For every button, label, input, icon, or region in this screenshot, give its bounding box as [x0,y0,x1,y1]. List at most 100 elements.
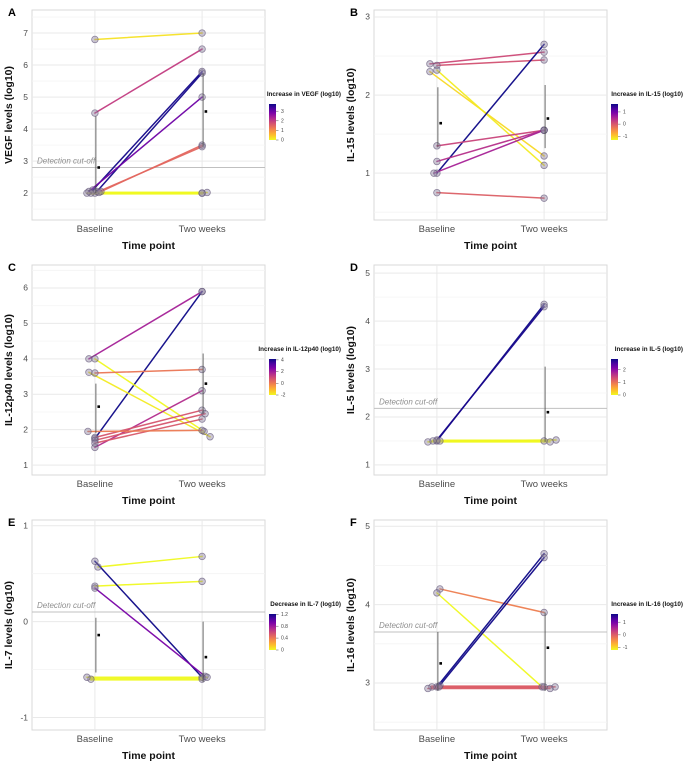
y-axis-ticks: 2 3 4 5 6 7 [23,28,28,198]
detection-cutoff-label: Detection cut-off [379,621,438,630]
x-axis-title: Time point [122,750,175,762]
plot-area [373,9,608,221]
data-point [433,142,441,150]
summary-errorbars [544,366,550,442]
y-tick-label: 5 [23,92,28,102]
panel-D-chart: Detection cut-off 1 2 3 4 5 Baseline Two weeks T… [345,262,683,507]
data-point [83,189,91,197]
y-axis-title: IL-15 levels (log10) [345,68,357,162]
pair-line [92,70,203,191]
data-point [91,436,99,444]
colorbar-legend: Decrease in IL-7 (log10) 1.2 0.8 0.4 0 [269,601,341,654]
pair-line [94,368,203,374]
data-point [540,48,548,56]
y-axis-ticks: -1 0 1 [20,520,28,722]
x-axis-ticks: Baseline Two weeks [77,224,226,235]
summary-errorbars [95,73,208,194]
legend-tick-label: 0 [281,648,284,654]
pair-line [439,556,545,687]
legend-tick-label: 1 [623,620,626,626]
y-tick-label: 3 [365,678,370,688]
y-tick-label: 1 [23,460,28,470]
pair-line [436,59,545,67]
pair-line [436,305,545,441]
data-point [551,683,559,691]
data-point [95,188,103,197]
pair-line [94,587,206,678]
data-point [198,45,206,53]
legend-title: Increase in IL-16 (log10) [611,601,683,608]
pair-line [436,129,545,147]
pair-line [439,439,557,442]
y-tick-label: 3 [365,12,370,22]
data-point [433,66,441,74]
x-axis-ticks: Baseline Two weeks [77,734,226,745]
x-tick-label: Baseline [419,224,455,235]
panel-letter: A [8,7,16,19]
data-point [83,673,91,681]
data-point [91,35,99,44]
data-point [91,584,99,592]
y-axis-ticks: 1 2 3 4 5 6 [23,283,28,470]
data-point [85,368,93,377]
legend-colorbar [269,104,276,140]
panel-F-chart: Detection cut-off 3 4 5 Baseline Two weeks Tim… [345,517,683,762]
legend-tick-label: 1 [281,128,284,134]
data-point [198,387,206,395]
y-axis-title: IL-12p40 levels (log10) [3,314,15,426]
pair-line [433,129,545,174]
data-point [433,188,441,197]
pair-line [94,32,203,41]
legend-colorbar [611,104,618,140]
pair-line [429,51,545,65]
x-tick-label: Baseline [77,734,113,745]
x-tick-label: Baseline [77,479,113,490]
data-point [91,582,99,590]
detection-cutoff-label: Detection cut-off [37,601,96,610]
legend-tick-label: 4 [281,357,284,363]
data-point [91,439,99,447]
data-point [198,142,206,151]
y-tick-label: 4 [23,354,28,364]
data-point [206,433,214,441]
data-point [433,157,441,166]
panel-E-chart: Detection cut-off -1 0 1 Baseline Two weeks Ti… [3,517,341,762]
data-points [426,40,548,202]
legend-title: Increase in VEGF (log10) [267,91,341,98]
plot-area [31,9,266,221]
legend-colorbar [269,614,276,650]
mean-point [546,646,550,650]
legend-colorbar [611,359,618,395]
panel-letter: B [350,7,358,19]
pair-line [436,592,543,688]
data-point [552,436,560,444]
y-tick-label: 0 [23,616,28,626]
data-point [540,608,548,617]
pair-line [94,412,206,442]
data-point [436,437,444,445]
pair-line [436,552,545,688]
data-point [424,684,432,693]
mean-point [204,110,208,113]
mean-point [439,121,443,125]
data-point [94,563,102,571]
pair-lines [87,290,211,449]
plot-area [373,264,608,476]
legend-tick-label: 2 [281,118,284,124]
x-tick-label: Baseline [419,479,455,490]
legend-title: Increase in IL-5 (log10) [615,346,683,353]
pair-line [88,290,203,360]
y-axis-ticks: 1 2 3 [365,12,370,178]
gridlines-minor [32,269,265,448]
legend-title: Increase in IL-15 (log10) [611,91,683,98]
y-axis-ticks: 3 4 5 [365,521,370,688]
legend-title: Decrease in IL-7 (log10) [270,601,341,608]
y-tick-label: 7 [23,28,28,38]
data-point [87,189,95,197]
gridlines-major [32,520,265,730]
legend-tick-label: 0.4 [281,636,288,642]
data-point [91,109,99,117]
summary-errorbars [95,353,208,434]
colorbar-legend: Increase in IL-16 (log10) 1 0 -1 [611,601,683,651]
x-tick-label: Two weeks [521,224,568,235]
